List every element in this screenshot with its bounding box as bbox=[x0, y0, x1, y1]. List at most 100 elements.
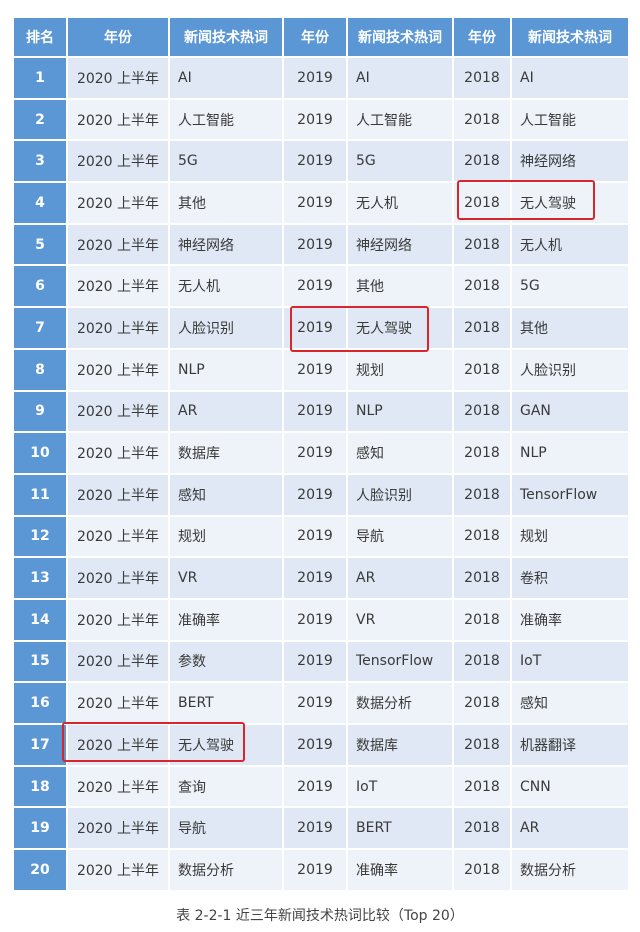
table-row: 14 2020 上半年 准确率 2019 VR 2018 准确率 bbox=[14, 599, 628, 640]
year-cell-2019: 2019 bbox=[284, 558, 346, 598]
term-cell-2018: 无人驾驶 bbox=[512, 183, 628, 223]
table-row: 16 2020 上半年 BERT 2019 数据分析 2018 感知 bbox=[14, 683, 628, 723]
table-row: 5 2020 上半年 神经网络 2019 神经网络 2018 无人机 bbox=[14, 224, 628, 265]
term-cell-2019: TensorFlow bbox=[348, 641, 452, 682]
rank-cell: 11 bbox=[14, 474, 66, 515]
year-cell-2019: 2019 bbox=[284, 599, 346, 640]
header-year-2020: 年份 bbox=[68, 18, 168, 56]
term-cell-2018: CNN bbox=[512, 766, 628, 807]
highlight-box-2020-rank17 bbox=[62, 722, 245, 762]
rank-cell: 8 bbox=[14, 349, 66, 390]
header-term-2019: 新闻技术热词 bbox=[348, 18, 452, 56]
term-cell-2020: 人工智能 bbox=[170, 99, 282, 140]
rank-cell: 20 bbox=[14, 850, 66, 890]
table-row: 19 2020 上半年 导航 2019 BERT 2018 AR bbox=[14, 808, 628, 849]
year-cell-2018: 2018 bbox=[454, 641, 510, 682]
year-cell-2019: 2019 bbox=[284, 308, 346, 348]
term-cell-2018: 感知 bbox=[512, 683, 628, 723]
term-cell-2020: BERT bbox=[170, 683, 282, 723]
year-cell-2020: 2020 上半年 bbox=[68, 766, 168, 807]
term-cell-2018: 其他 bbox=[512, 308, 628, 348]
table-row: 8 2020 上半年 NLP 2019 规划 2018 人脸识别 bbox=[14, 349, 628, 390]
table-row: 10 2020 上半年 数据库 2019 感知 2018 NLP bbox=[14, 433, 628, 473]
header-year-2018: 年份 bbox=[454, 18, 510, 56]
term-cell-2019: AI bbox=[348, 58, 452, 98]
term-cell-2019: 人脸识别 bbox=[348, 474, 452, 515]
term-cell-2019: AR bbox=[348, 558, 452, 598]
year-cell-2019: 2019 bbox=[284, 433, 346, 473]
term-cell-2018: 机器翻译 bbox=[512, 725, 628, 765]
rank-cell: 2 bbox=[14, 99, 66, 140]
table-row: 17 2020 上半年 无人驾驶 2019 数据库 2018 机器翻译 bbox=[14, 725, 628, 765]
term-cell-2019: 导航 bbox=[348, 516, 452, 557]
year-cell-2018: 2018 bbox=[454, 391, 510, 432]
rank-cell: 15 bbox=[14, 641, 66, 682]
term-cell-2020: 导航 bbox=[170, 808, 282, 849]
highlight-box-2018-rank4 bbox=[457, 180, 595, 220]
term-cell-2018: 卷积 bbox=[512, 558, 628, 598]
year-cell-2020: 2020 上半年 bbox=[68, 58, 168, 98]
term-cell-2018: AI bbox=[512, 58, 628, 98]
rank-cell: 9 bbox=[14, 391, 66, 432]
year-cell-2019: 2019 bbox=[284, 516, 346, 557]
table-row: 13 2020 上半年 VR 2019 AR 2018 卷积 bbox=[14, 558, 628, 598]
year-cell-2020: 2020 上半年 bbox=[68, 391, 168, 432]
term-cell-2019: IoT bbox=[348, 766, 452, 807]
year-cell-2019: 2019 bbox=[284, 391, 346, 432]
year-cell-2020: 2020 上半年 bbox=[68, 725, 168, 765]
year-cell-2018: 2018 bbox=[454, 474, 510, 515]
year-cell-2018: 2018 bbox=[454, 808, 510, 849]
year-cell-2018: 2018 bbox=[454, 599, 510, 640]
rank-cell: 12 bbox=[14, 516, 66, 557]
table-row: 1 2020 上半年 AI 2019 AI 2018 AI bbox=[14, 58, 628, 98]
year-cell-2020: 2020 上半年 bbox=[68, 99, 168, 140]
term-cell-2018: IoT bbox=[512, 641, 628, 682]
term-cell-2018: 无人机 bbox=[512, 224, 628, 265]
rank-cell: 7 bbox=[14, 308, 66, 348]
term-cell-2019: 无人驾驶 bbox=[348, 308, 452, 348]
year-cell-2020: 2020 上半年 bbox=[68, 224, 168, 265]
term-cell-2020: 神经网络 bbox=[170, 224, 282, 265]
term-cell-2020: 无人驾驶 bbox=[170, 725, 282, 765]
term-cell-2019: BERT bbox=[348, 808, 452, 849]
table-row: 11 2020 上半年 感知 2019 人脸识别 2018 TensorFlow bbox=[14, 474, 628, 515]
year-cell-2020: 2020 上半年 bbox=[68, 308, 168, 348]
term-cell-2018: AR bbox=[512, 808, 628, 849]
table-caption: 表 2-2-1 近三年新闻技术热词比较（Top 20） bbox=[176, 908, 464, 924]
term-cell-2018: 人工智能 bbox=[512, 99, 628, 140]
header-year-2019: 年份 bbox=[284, 18, 346, 56]
term-cell-2019: 准确率 bbox=[348, 850, 452, 890]
year-cell-2018: 2018 bbox=[454, 224, 510, 265]
year-cell-2019: 2019 bbox=[284, 141, 346, 182]
term-cell-2018: TensorFlow bbox=[512, 474, 628, 515]
table-header-row: 排名 年份 新闻技术热词 年份 新闻技术热词 年份 新闻技术热词 bbox=[14, 18, 628, 56]
rank-cell: 17 bbox=[14, 725, 66, 765]
term-cell-2020: 感知 bbox=[170, 474, 282, 515]
table-body: 1 2020 上半年 AI 2019 AI 2018 AI 2 2020 上半年 人工智能 2019… bbox=[14, 58, 628, 890]
year-cell-2019: 2019 bbox=[284, 725, 346, 765]
year-cell-2019: 2019 bbox=[284, 850, 346, 890]
rank-cell: 14 bbox=[14, 599, 66, 640]
year-cell-2018: 2018 bbox=[454, 850, 510, 890]
term-cell-2018: 规划 bbox=[512, 516, 628, 557]
term-cell-2018: 神经网络 bbox=[512, 141, 628, 182]
year-cell-2018: 2018 bbox=[454, 433, 510, 473]
term-cell-2020: 数据库 bbox=[170, 433, 282, 473]
year-cell-2020: 2020 上半年 bbox=[68, 266, 168, 307]
year-cell-2018: 2018 bbox=[454, 308, 510, 348]
year-cell-2019: 2019 bbox=[284, 224, 346, 265]
term-cell-2019: VR bbox=[348, 599, 452, 640]
year-cell-2020: 2020 上半年 bbox=[68, 349, 168, 390]
table-row: 6 2020 上半年 无人机 2019 其他 2018 5G bbox=[14, 266, 628, 307]
term-cell-2020: AR bbox=[170, 391, 282, 432]
term-cell-2019: 其他 bbox=[348, 266, 452, 307]
term-cell-2020: 查询 bbox=[170, 766, 282, 807]
table-row: 20 2020 上半年 数据分析 2019 准确率 2018 数据分析 bbox=[14, 850, 628, 890]
rank-cell: 18 bbox=[14, 766, 66, 807]
year-cell-2020: 2020 上半年 bbox=[68, 141, 168, 182]
header-term-2018: 新闻技术热词 bbox=[512, 18, 628, 56]
term-cell-2019: 数据分析 bbox=[348, 683, 452, 723]
year-cell-2019: 2019 bbox=[284, 266, 346, 307]
table-row: 7 2020 上半年 人脸识别 2019 无人驾驶 2018 其他 bbox=[14, 308, 628, 348]
year-cell-2019: 2019 bbox=[284, 641, 346, 682]
